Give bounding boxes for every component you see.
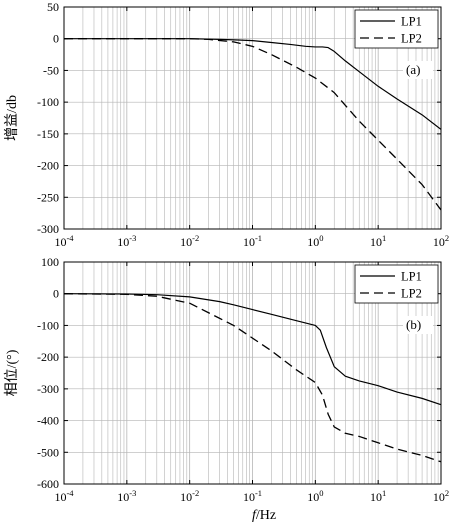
y-tick-label: -500 — [37, 445, 59, 459]
x-tick-label: 10-2 — [180, 488, 199, 504]
legend-box — [354, 9, 439, 49]
x-tick-label: 101 — [370, 233, 386, 249]
y-tick-label: -50 — [43, 63, 59, 77]
panel-label: (a) — [406, 62, 420, 77]
y-tick-label: -400 — [37, 414, 59, 428]
y-tick-label: -250 — [37, 190, 59, 204]
panel-label-backing — [403, 316, 433, 334]
series-line-lp1 — [63, 293, 442, 406]
x-tick-label: 100 — [307, 233, 323, 249]
y-tick-label: 0 — [53, 287, 59, 301]
x-tick-label: 10-4 — [54, 488, 74, 504]
x-tick-label: 10-4 — [54, 233, 74, 249]
y-tick-label: -200 — [37, 159, 59, 173]
x-axis-label: f/Hz — [252, 508, 276, 523]
y-tick-label: -300 — [37, 222, 59, 236]
x-tick-label: 10-3 — [117, 233, 136, 249]
series-line-lp1 — [64, 38, 442, 130]
legend-box — [354, 264, 439, 304]
legend-label-lp1: LP1 — [401, 15, 422, 29]
panel-label: (b) — [406, 317, 421, 332]
x-tick-label: 100 — [307, 488, 323, 504]
x-tick-label: 102 — [433, 488, 449, 504]
y-tick-label: 50 — [47, 0, 59, 14]
y-tick-label: 0 — [53, 32, 59, 46]
x-tick-label: 10-1 — [243, 233, 262, 249]
series-line-lp2 — [63, 293, 442, 463]
x-tick-label: 10-3 — [117, 488, 136, 504]
panel-label-backing — [403, 61, 433, 79]
x-tick-label: 10-1 — [243, 488, 262, 504]
y-tick-label: -300 — [37, 382, 59, 396]
x-tick-label: 10-2 — [180, 233, 199, 249]
y-tick-label: -600 — [37, 477, 59, 491]
y-axis-label: 相位/(°) — [4, 349, 20, 396]
legend-label-lp2: LP2 — [401, 287, 422, 301]
y-tick-label: -100 — [37, 318, 59, 332]
y-tick-label: -100 — [37, 95, 59, 109]
y-axis-label: 增益/db — [4, 95, 20, 141]
legend-label-lp1: LP1 — [401, 270, 422, 284]
x-tick-label: 102 — [433, 233, 449, 249]
grid — [64, 7, 441, 229]
y-tick-label: -150 — [37, 127, 59, 141]
y-tick-label: 100 — [41, 255, 59, 269]
x-tick-label: 101 — [370, 488, 386, 504]
legend-label-lp2: LP2 — [401, 32, 422, 46]
y-tick-label: -200 — [37, 350, 59, 364]
